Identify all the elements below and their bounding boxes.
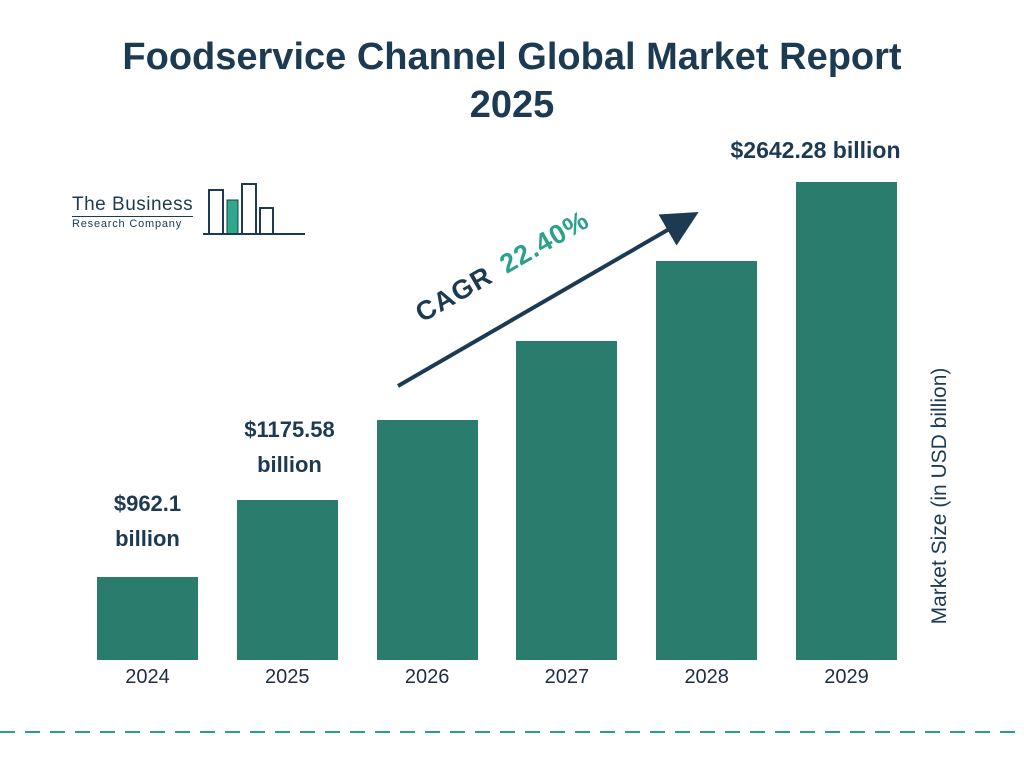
- x-tick-2027: 2027: [544, 666, 590, 688]
- bar-chart-logo-icon: [203, 183, 306, 235]
- company-logo: The Business Research Company: [72, 178, 309, 242]
- bar-2026: [376, 420, 478, 660]
- logo-name-line2: Research Company: [72, 216, 194, 230]
- value-label-2025: $1175.58 billion: [244, 417, 335, 478]
- logo-text: The Business Research Company: [72, 194, 194, 230]
- bottom-dashed-divider: [0, 731, 1024, 733]
- bar-2024: [97, 577, 198, 660]
- x-tick-2028: 2028: [684, 666, 729, 688]
- logo-name-line1: The Business: [72, 194, 194, 215]
- y-axis-label: Market Size (in USD billion): [928, 367, 951, 625]
- bar-2025: [236, 500, 338, 660]
- bar-2029: [796, 182, 897, 660]
- value-label-2029: $2642.28 billion: [730, 137, 901, 163]
- bar-2028: [656, 261, 758, 660]
- page-title: Foodservice Channel Global Market Report…: [122, 36, 902, 126]
- x-tick-2024: 2024: [125, 666, 170, 688]
- x-tick-2026: 2026: [404, 666, 450, 688]
- x-tick-2025: 2025: [265, 666, 310, 688]
- bar-2027: [516, 341, 618, 660]
- x-tick-2029: 2029: [824, 666, 869, 688]
- value-label-2024: $962.1 billion: [113, 491, 182, 552]
